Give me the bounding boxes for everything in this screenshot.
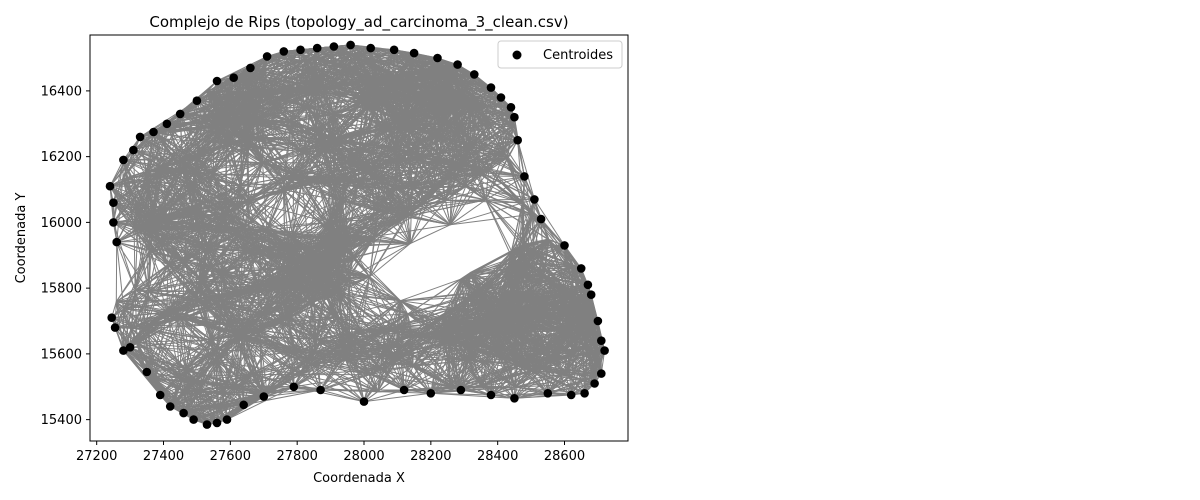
- rips-edge: [263, 389, 321, 398]
- rips-edge: [481, 385, 515, 399]
- rips-edge: [513, 218, 542, 263]
- rips-edge: [112, 178, 124, 223]
- rips-edge: [236, 385, 321, 391]
- rips-edge: [352, 53, 413, 62]
- rips-edge: [250, 59, 305, 69]
- rips-edge: [540, 218, 574, 266]
- rips-edge: [430, 392, 515, 399]
- rips-edge: [243, 389, 321, 406]
- rips-edge: [123, 308, 131, 348]
- rips-edge: [122, 159, 137, 209]
- rips-edge: [370, 47, 447, 69]
- rips-edge: [514, 383, 595, 388]
- rips-edge: [283, 189, 294, 237]
- rips-edge: [490, 87, 515, 126]
- rips-edge: [136, 341, 185, 392]
- rips-edge: [300, 374, 365, 403]
- rips-edge: [188, 410, 218, 424]
- rips-edge: [116, 241, 136, 291]
- rips-edge: [309, 53, 353, 71]
- rips-edge: [112, 159, 124, 223]
- chart-title: Complejo de Rips (topology_ad_carcinoma_…: [149, 13, 568, 32]
- rips-edge: [112, 170, 147, 223]
- rips-edge: [304, 53, 353, 61]
- rips-edge: [523, 176, 533, 215]
- rips-edge: [129, 346, 180, 378]
- rips-edge: [530, 370, 595, 384]
- rips-edge: [171, 406, 208, 426]
- rips-edge: [185, 368, 244, 406]
- rips-edge: [485, 175, 525, 201]
- rips-edges: [109, 44, 606, 426]
- rips-edge: [320, 389, 365, 403]
- rips-edge: [333, 46, 413, 62]
- rips-edge: [363, 392, 431, 403]
- rips-edge: [123, 132, 157, 161]
- rips-edge: [530, 370, 566, 375]
- rips-edge: [136, 341, 187, 370]
- rips-edge: [473, 74, 490, 124]
- rips-edge: [156, 113, 217, 134]
- rips-edge: [517, 140, 535, 200]
- rips-edge: [122, 159, 153, 220]
- rips-edge: [266, 389, 321, 394]
- rips-edge: [349, 53, 354, 70]
- rips-edge: [293, 374, 371, 388]
- rips-edge: [393, 49, 447, 69]
- plot-area: [89, 34, 629, 442]
- rips-edge: [188, 410, 228, 421]
- rips-edge: [533, 199, 565, 246]
- rips-edge: [216, 55, 268, 82]
- rips-edge: [114, 301, 117, 328]
- rips-edge: [116, 178, 124, 243]
- rips-edge: [267, 53, 353, 57]
- rips-edge: [350, 44, 413, 62]
- rips-edge: [473, 74, 515, 126]
- rips-edge: [500, 97, 515, 126]
- rips-edge: [363, 374, 371, 402]
- rips-edge: [146, 349, 217, 373]
- rips-edge: [283, 50, 353, 55]
- rips-edge: [109, 159, 124, 187]
- rips-edge: [400, 278, 462, 302]
- rips-edge: [517, 140, 523, 203]
- rips-edge: [112, 159, 124, 203]
- rips-edge: [489, 122, 518, 141]
- rips-edge: [123, 159, 149, 182]
- rips-edge: [171, 406, 218, 424]
- rips-edge: [450, 370, 532, 388]
- rips-edge: [133, 120, 203, 151]
- rips-edge: [139, 113, 181, 138]
